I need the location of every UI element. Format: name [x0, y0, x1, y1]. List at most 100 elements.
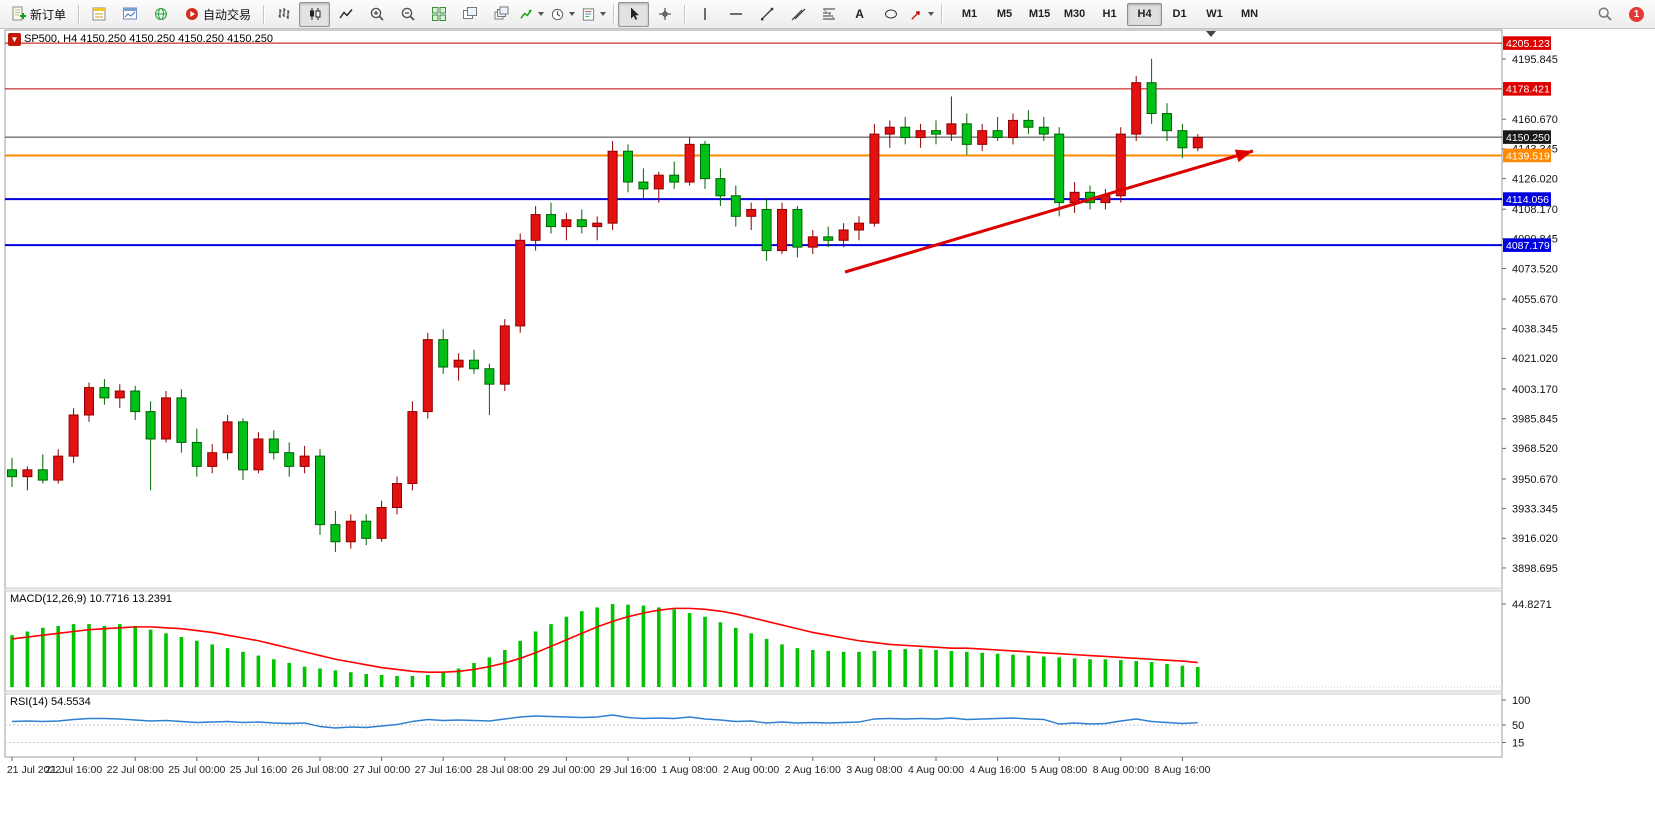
one-click-trading-button[interactable]: ▼: [8, 33, 21, 46]
price-axis-label: 4021.020: [1512, 353, 1558, 365]
line-chart-button[interactable]: [330, 2, 361, 27]
timeframe-d1[interactable]: D1: [1172, 8, 1187, 20]
timeframe-mn[interactable]: MN: [1240, 8, 1259, 20]
zoom-out-button[interactable]: [392, 2, 423, 27]
templates-button[interactable]: [578, 2, 609, 27]
new-order-button[interactable]: 新订单: [3, 2, 74, 27]
periods-button[interactable]: [547, 2, 578, 27]
candle-body: [1146, 82, 1157, 115]
tile-windows-button[interactable]: [423, 2, 454, 27]
channel-icon: [790, 6, 806, 22]
timeframe-m5[interactable]: M5: [996, 8, 1013, 20]
vertical-line-tool-button[interactable]: [689, 2, 720, 27]
macd-histogram-bar: [764, 638, 769, 687]
panel-splitter[interactable]: [4, 587, 1503, 592]
crosshair-button[interactable]: [649, 2, 680, 27]
candle-body: [977, 130, 988, 145]
news-button[interactable]: [145, 2, 176, 27]
price-axis-label: 3898.695: [1512, 563, 1558, 575]
cascade-windows-button[interactable]: [485, 2, 516, 27]
candle-body: [761, 208, 772, 252]
candle-body: [469, 359, 479, 370]
candle-body: [884, 126, 895, 135]
timeframe-h1[interactable]: H1: [1102, 8, 1117, 20]
timeframe-h4[interactable]: H4: [1127, 2, 1163, 26]
macd-histogram-bar: [503, 650, 507, 687]
macd-histogram-bar: [811, 650, 815, 687]
trendline-tool-button[interactable]: [751, 2, 782, 27]
autotrading-button[interactable]: 自动交易: [176, 2, 259, 27]
candle-body: [730, 195, 741, 217]
crosshair-icon: [657, 6, 673, 22]
candle-body: [746, 208, 757, 217]
arrange-windows-button[interactable]: [454, 2, 485, 27]
macd-histogram-bar: [179, 637, 184, 687]
notification-badge[interactable]: 1: [1629, 6, 1644, 22]
zoom-in-icon: [369, 6, 385, 22]
arrows-tool-button[interactable]: [906, 2, 937, 27]
cursor-button[interactable]: [618, 1, 650, 27]
fibonacci-tool-button[interactable]: [813, 2, 844, 27]
candle-body: [84, 387, 94, 416]
macd-histogram-bar: [657, 607, 661, 687]
candle-body: [623, 150, 633, 183]
line-chart-icon: [338, 6, 354, 22]
candle-body: [961, 123, 972, 145]
price-level-badge: [1503, 130, 1551, 144]
macd-histogram-bar: [595, 607, 599, 687]
macd-histogram-bar: [410, 675, 415, 687]
candle-body: [130, 390, 141, 413]
time-axis-label: 29 Jul 16:00: [599, 764, 656, 776]
candle-body: [330, 524, 341, 543]
candle-body: [807, 236, 818, 248]
search-button[interactable]: [1589, 2, 1620, 27]
candle-body: [191, 441, 202, 467]
trend-arrow-line[interactable]: [844, 149, 1254, 274]
candle-body: [1023, 119, 1034, 128]
timeframe-m15[interactable]: M15: [1028, 8, 1051, 20]
shapes-icon: [883, 6, 899, 22]
cascade-windows-icon: [493, 6, 509, 22]
chart-window-button[interactable]: [114, 2, 145, 27]
timeframe-m30[interactable]: M30: [1063, 8, 1086, 20]
horizontal-line-tool-button[interactable]: [720, 2, 751, 27]
quotes-button[interactable]: [83, 2, 114, 27]
candle-body: [453, 359, 464, 368]
channel-tool-button[interactable]: [782, 2, 813, 27]
shapes-tool-button[interactable]: [875, 2, 906, 27]
time-axis-label: 3 Aug 08:00: [846, 764, 902, 776]
candle-body: [561, 219, 572, 228]
candle-body: [7, 469, 17, 478]
chevron-down-icon: [928, 12, 935, 16]
macd-histogram-bar: [272, 659, 276, 687]
timeframe-m1[interactable]: M1: [961, 8, 978, 20]
candle-body: [68, 414, 79, 457]
bar-chart-button[interactable]: [268, 2, 299, 27]
time-axis-label: 25 Jul 16:00: [230, 764, 287, 776]
scroll-to-end-marker[interactable]: [1206, 31, 1216, 37]
candle-body: [546, 214, 556, 228]
time-axis-label: 26 Jul 08:00: [291, 764, 348, 776]
candle-body: [1162, 113, 1172, 132]
macd-histogram-bar: [518, 640, 522, 687]
text-tool-button[interactable]: A: [844, 2, 875, 27]
candle-body: [253, 438, 264, 471]
macd-histogram-bar: [533, 631, 538, 687]
candle-body: [854, 222, 864, 231]
price-axis-label: 4073.520: [1512, 263, 1558, 275]
macd-histogram-bar: [1180, 665, 1185, 687]
candlestick-chart-button[interactable]: [299, 1, 331, 27]
price-axis-label: 4038.345: [1512, 324, 1558, 336]
candle-body: [684, 143, 695, 183]
macd-histogram-bar: [118, 624, 122, 687]
indicators-button[interactable]: [516, 2, 547, 27]
time-axis-label: 22 Jul 08:00: [107, 764, 164, 776]
price-axis-label: 4055.670: [1512, 294, 1558, 306]
zoom-in-button[interactable]: [361, 2, 392, 27]
price-level-badge: [1503, 82, 1551, 96]
panel-splitter[interactable]: [4, 690, 1503, 695]
candle-body: [176, 397, 187, 443]
price-axis-label: 4108.170: [1512, 204, 1558, 216]
timeframe-w1[interactable]: W1: [1206, 8, 1223, 20]
